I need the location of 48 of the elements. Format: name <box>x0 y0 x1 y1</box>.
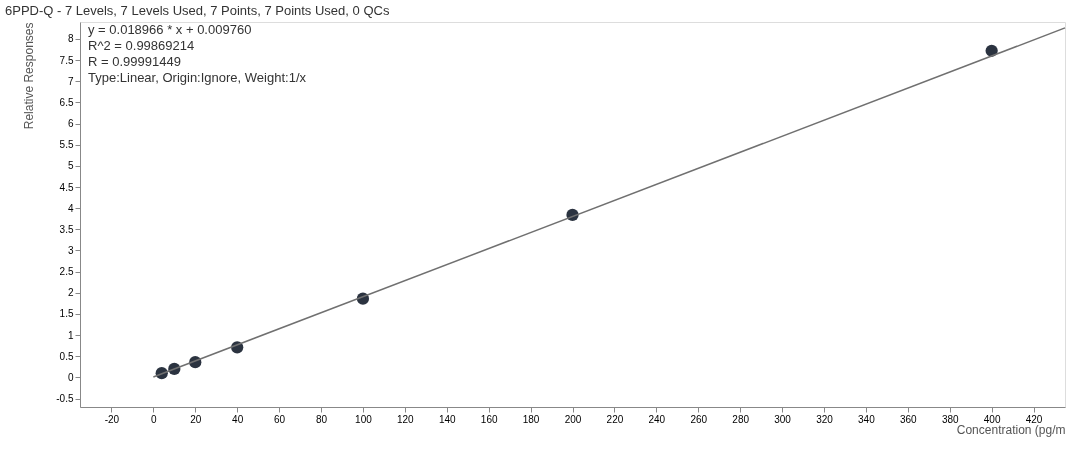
y-tick-label: 6 <box>67 118 74 130</box>
y-tick-label: 8 <box>67 33 74 45</box>
x-tick-label: 260 <box>690 413 708 425</box>
x-tick-label: 320 <box>816 413 834 425</box>
annotation: Type:Linear, Origin:Ignore, Weight:1/x <box>88 70 307 85</box>
x-tick-label: 240 <box>648 413 666 425</box>
x-tick-label: 280 <box>732 413 750 425</box>
y-tick-label: 7.5 <box>59 54 74 66</box>
y-axis-title: Relative Responses <box>22 22 37 130</box>
x-tick-label: 120 <box>397 413 415 425</box>
x-tick-label: -20 <box>104 413 120 425</box>
x-tick-label: 340 <box>858 413 876 425</box>
y-tick-label: 3.5 <box>59 223 74 235</box>
annotation: y = 0.018966 * x + 0.009760 <box>88 22 252 37</box>
annotation: R = 0.99991449 <box>88 54 181 69</box>
x-tick-label: 60 <box>274 413 286 425</box>
x-tick-label: 360 <box>899 413 918 425</box>
x-tick-label: 20 <box>190 413 202 425</box>
x-tick-label: 180 <box>522 413 540 425</box>
y-tick-label: 4.5 <box>59 181 74 193</box>
y-tick-label: 1.5 <box>59 308 74 320</box>
y-tick-label: 3 <box>67 244 74 256</box>
x-axis-title: Concentration (pg/m <box>956 422 1066 437</box>
y-tick-label: 2.5 <box>59 266 74 278</box>
x-tick-label: 300 <box>774 413 792 425</box>
x-tick-label: 160 <box>480 413 498 425</box>
y-tick-label: 1 <box>67 329 74 341</box>
y-tick-label: 0 <box>67 371 74 383</box>
x-tick-label: 0 <box>151 413 158 425</box>
x-tick-label: 380 <box>941 413 960 425</box>
y-tick-label: -0.5 <box>56 393 74 405</box>
x-tick-label: 400 <box>983 413 1001 425</box>
chart-title: 6PPD-Q - 7 Levels, 7 Levels Used, 7 Points, 7 Points Used, 0 QCs <box>5 3 390 18</box>
x-tick-label: 140 <box>438 413 457 425</box>
x-tick-label: 40 <box>232 413 244 425</box>
x-tick-label: 420 <box>1025 413 1043 425</box>
y-tick-label: 6.5 <box>59 96 74 108</box>
y-tick-label: 4 <box>67 202 74 214</box>
x-tick-label: 80 <box>315 413 328 425</box>
annotation: R^2 = 0.99869214 <box>88 38 195 53</box>
y-tick-label: 7 <box>67 75 74 87</box>
x-tick-label: 220 <box>606 413 624 425</box>
y-tick-label: 5 <box>67 160 74 172</box>
x-tick-label: 100 <box>355 413 373 425</box>
x-tick-label: 200 <box>564 413 582 425</box>
y-tick-label: 5.5 <box>59 139 74 151</box>
y-tick-label: 2 <box>67 287 74 299</box>
y-tick-label: 0.5 <box>59 350 74 362</box>
